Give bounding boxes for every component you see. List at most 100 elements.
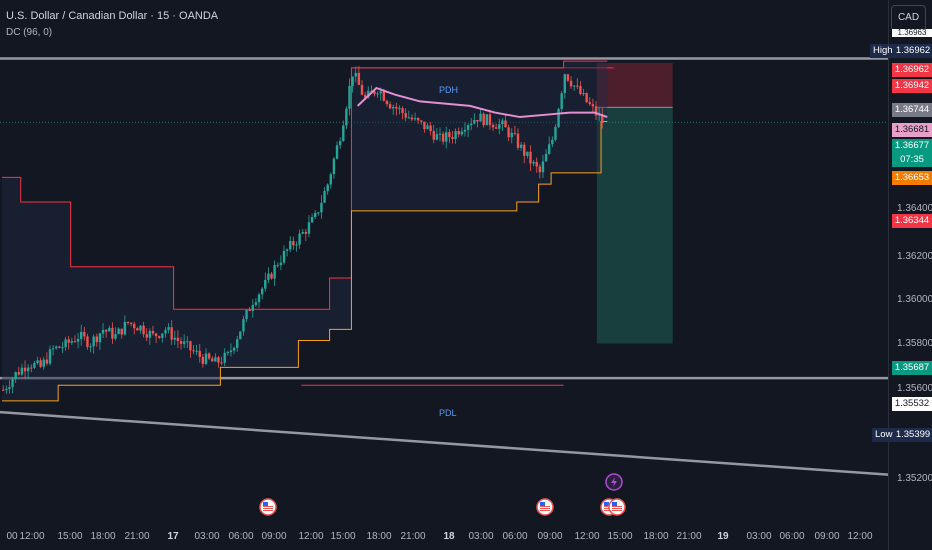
price-tag-stop: 1.36942 bbox=[892, 79, 932, 93]
candle-down bbox=[423, 121, 426, 130]
us-flag-icon bbox=[259, 498, 277, 516]
pdl-label: PDL bbox=[439, 408, 457, 418]
candle-down bbox=[401, 108, 404, 114]
candle-up bbox=[48, 349, 52, 364]
candle-up bbox=[61, 347, 64, 349]
candle-up bbox=[232, 347, 236, 351]
x-tick: 12:00 bbox=[19, 531, 45, 542]
candle-up bbox=[276, 265, 279, 267]
us-flag-icon-stripe bbox=[263, 510, 273, 511]
x-tick: 09:00 bbox=[261, 531, 287, 542]
candle-up bbox=[314, 212, 317, 218]
symbol-title[interactable]: U.S. Dollar / Canadian Dollar · 15 · OAN… bbox=[6, 10, 219, 22]
candle-down bbox=[420, 120, 423, 122]
candle-down bbox=[507, 127, 510, 138]
trendline bbox=[0, 410, 888, 476]
candle-up bbox=[557, 109, 560, 127]
candle-up bbox=[320, 202, 323, 213]
indicator-label[interactable]: DC (96, 0) bbox=[6, 27, 53, 38]
price-tag-support: 1.35532 bbox=[892, 397, 932, 411]
candle-down bbox=[388, 104, 392, 109]
candle-up bbox=[214, 357, 217, 362]
us-flag-icon-canton bbox=[612, 502, 617, 506]
x-tick: 03:00 bbox=[746, 531, 772, 542]
candle-up bbox=[582, 93, 585, 95]
candle-down bbox=[357, 72, 361, 85]
candle-up bbox=[379, 91, 382, 94]
candle-up bbox=[485, 114, 488, 126]
candle-up bbox=[76, 338, 80, 342]
x-tick: 15:00 bbox=[330, 531, 356, 542]
candle-up bbox=[236, 339, 239, 348]
y-tick: 1.35800 bbox=[897, 338, 932, 349]
y-tick: 1.36400 bbox=[897, 203, 932, 214]
currency-button[interactable]: CAD bbox=[891, 5, 926, 31]
us-flag-icon-canton bbox=[263, 502, 268, 506]
candle-down bbox=[404, 113, 407, 118]
us-flag-icon-stripe bbox=[263, 506, 273, 507]
candle-up bbox=[307, 222, 311, 234]
candle-down bbox=[451, 137, 454, 139]
candle-down bbox=[189, 341, 192, 351]
candle-up bbox=[548, 144, 551, 154]
candle-up bbox=[11, 379, 14, 388]
x-tick: 18 bbox=[443, 531, 455, 542]
us-flag-icon-stripe bbox=[540, 506, 550, 507]
donchian-upper-band bbox=[2, 60, 608, 310]
x-tick: 12:00 bbox=[298, 531, 324, 542]
candle-up bbox=[226, 352, 230, 354]
candle-up bbox=[108, 327, 111, 332]
price-tag-top: 1.36963 bbox=[892, 29, 932, 37]
candle-up bbox=[438, 133, 442, 135]
candle-down bbox=[441, 133, 445, 142]
candle-down bbox=[416, 118, 420, 121]
us-flag-icon-stripe bbox=[540, 510, 550, 511]
candle-up bbox=[273, 265, 276, 279]
candle-up bbox=[204, 353, 208, 364]
candle-up bbox=[285, 249, 289, 251]
candle-up bbox=[148, 330, 152, 338]
candle-down bbox=[591, 104, 595, 107]
x-tick: 06:00 bbox=[779, 531, 805, 542]
candle-down bbox=[523, 144, 526, 156]
high-label: High bbox=[870, 44, 896, 58]
candle-up bbox=[257, 294, 261, 303]
candle-up bbox=[282, 250, 286, 263]
candle-up bbox=[139, 325, 142, 331]
us-flag-icon-canton bbox=[604, 502, 609, 506]
candle-up bbox=[510, 132, 513, 138]
candle-up bbox=[26, 367, 30, 372]
candle-down bbox=[220, 362, 223, 364]
candle-down bbox=[448, 132, 451, 138]
candle-up bbox=[251, 304, 254, 311]
candle-down bbox=[566, 74, 570, 81]
candle-down bbox=[176, 337, 180, 342]
candle-up bbox=[345, 108, 348, 126]
candle-up bbox=[342, 125, 345, 142]
price-axis-divider bbox=[888, 0, 889, 550]
candle-up bbox=[289, 241, 292, 250]
y-tick: 1.35200 bbox=[897, 473, 932, 484]
price-tag-entry: 1.36744 bbox=[892, 103, 932, 117]
x-tick: 09:00 bbox=[814, 531, 840, 542]
candle-up bbox=[182, 341, 186, 344]
candle-down bbox=[129, 322, 133, 324]
candle-down bbox=[86, 336, 89, 347]
candle-down bbox=[373, 91, 376, 94]
candle-up bbox=[123, 321, 127, 335]
candle-up bbox=[20, 367, 24, 375]
candle-down bbox=[270, 273, 273, 279]
candle-up bbox=[479, 113, 482, 122]
candle-up bbox=[376, 93, 379, 95]
us-flag-icon-stripe bbox=[263, 508, 273, 509]
last-price-tag: 1.36677 bbox=[892, 139, 932, 153]
price-chart[interactable]: PDH PDL bbox=[0, 0, 888, 550]
candle-down bbox=[126, 321, 130, 323]
candle-down bbox=[104, 329, 108, 332]
candle-down bbox=[145, 334, 148, 338]
candle-up bbox=[36, 360, 39, 364]
us-flag-icon-canton bbox=[540, 502, 545, 506]
candle-up bbox=[407, 117, 410, 119]
x-tick: 12:00 bbox=[574, 531, 600, 542]
candle-up bbox=[310, 217, 314, 223]
